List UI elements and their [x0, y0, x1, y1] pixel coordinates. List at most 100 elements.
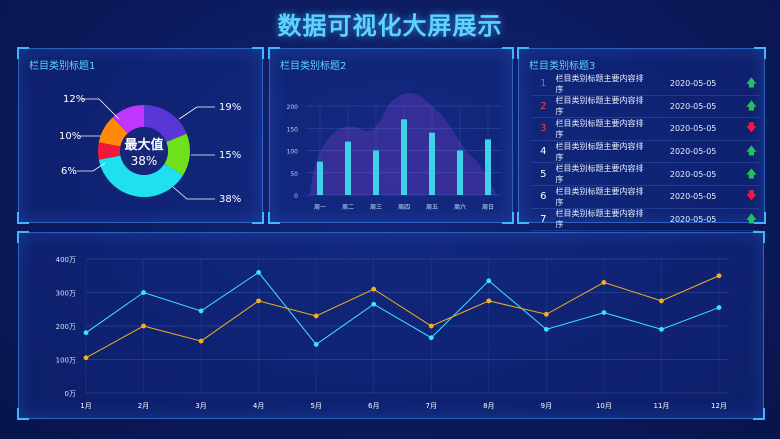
line-point — [83, 355, 89, 361]
list-item-date: 2020-05-05 — [669, 169, 717, 179]
donut-hole — [120, 127, 168, 175]
line-xtick-label: 4月 — [253, 402, 264, 410]
bar — [485, 139, 491, 195]
list-item-title: 栏目类别标题主要内容排序 — [555, 141, 644, 162]
donut-segment — [144, 105, 187, 143]
line-point — [371, 286, 377, 292]
line-xtick-label: 6月 — [368, 402, 379, 410]
line-point — [601, 280, 607, 285]
list-item[interactable]: 5 栏目类别标题主要内容排序 2020-05-05 🡅 — [531, 163, 759, 186]
line-point — [198, 308, 204, 314]
line-xtick-label: 1月 — [80, 402, 91, 410]
list-item-title: 栏目类别标题主要内容排序 — [555, 209, 644, 230]
list-item-title: 栏目类别标题主要内容排序 — [555, 118, 644, 139]
list-item[interactable]: 4 栏目类别标题主要内容排序 2020-05-05 🡅 — [531, 141, 759, 164]
list-item[interactable]: 1 栏目类别标题主要内容排序 2020-05-05 🡅 — [531, 73, 759, 96]
bar-xtick-label: 周六 — [454, 203, 466, 211]
donut-center-label: 最大值 — [124, 137, 163, 153]
line-point — [601, 310, 607, 315]
list-item-date: 2020-05-05 — [669, 124, 717, 134]
line-point — [256, 298, 262, 304]
line-point — [256, 270, 262, 275]
panel-donut: 栏目类别标题1 最大值 38% 12% 19% 10% 15% 6% 38% — [17, 47, 264, 224]
list-item-date: 2020-05-05 — [669, 147, 717, 157]
line-series — [85, 275, 720, 359]
line-point — [486, 298, 492, 304]
list-item-rank: 4 — [540, 146, 547, 158]
bar-xtick-label: 周一 — [314, 204, 326, 211]
arrow-up-icon: 🡅 — [745, 98, 758, 112]
donut-label: 38% — [219, 194, 241, 205]
list-item-rank: 2 — [540, 100, 547, 112]
list-item[interactable]: 7 栏目类别标题主要内容排序 2020-05-05 🡅 — [531, 209, 759, 232]
donut-label: 19% — [219, 102, 241, 113]
line-chart: 0万 100万 200万 300万 400万 1月 2月 3月 4月 5月 6月 7月 8月 9月 10月 1… — [56, 256, 729, 410]
list-item-rank: 7 — [540, 213, 547, 225]
line-ytick-label: 200万 — [56, 323, 76, 331]
line-point — [428, 323, 434, 329]
line-point — [543, 326, 549, 332]
line-point — [141, 290, 146, 295]
bar-ytick-label: 150 — [287, 126, 299, 133]
bar-xtick-label: 周二 — [342, 204, 354, 211]
donut-label: 10% — [59, 131, 81, 142]
bar-ytick-label: 100 — [287, 149, 299, 156]
line-xtick-label: 7月 — [426, 402, 437, 410]
line-point — [313, 313, 319, 319]
line-point — [659, 326, 664, 332]
list-item-title: 栏目类别标题主要内容排序 — [555, 96, 644, 117]
bar-xtick-label: 周五 — [426, 204, 438, 211]
donut-leader-line — [81, 98, 120, 120]
donut-segment — [112, 105, 144, 134]
donut-label: 12% — [63, 94, 85, 105]
line-point — [198, 338, 204, 344]
list-item-date: 2020-05-05 — [669, 214, 717, 224]
list-item[interactable]: 3 栏目类别标题主要内容排序 2020-05-05 🡇 — [531, 118, 759, 141]
donut-leader-line — [172, 186, 215, 200]
list-item-rank: 6 — [540, 191, 547, 203]
donut-label: 15% — [219, 150, 241, 161]
bar — [317, 161, 323, 195]
arrow-up-icon: 🡅 — [745, 211, 758, 225]
bar — [373, 150, 379, 195]
list-item[interactable]: 6 栏目类别标题主要内容排序 2020-05-05 🡇 — [531, 186, 759, 209]
line-ytick-label: 300万 — [56, 290, 76, 298]
donut-center-value: 38% — [131, 154, 158, 168]
bar — [401, 119, 407, 195]
panel-list: 栏目类别标题3 1 栏目类别标题主要内容排序 2020-05-05 🡅 2 栏目类别标题主… — [517, 47, 766, 232]
bar — [345, 141, 351, 195]
donut-segment — [98, 155, 184, 198]
bar — [429, 132, 435, 195]
line-xtick-label: 5月 — [310, 402, 321, 410]
line-point — [543, 311, 549, 317]
donut-leader-line — [77, 162, 106, 172]
list-item-title: 栏目类别标题主要内容排序 — [555, 73, 644, 94]
bar — [457, 150, 463, 195]
line-xtick-label: 3月 — [195, 402, 206, 410]
line-point — [716, 305, 722, 310]
list-item-date: 2020-05-05 — [669, 192, 717, 202]
panel-bar-title: 栏目类别标题2 — [280, 61, 347, 72]
list-item-date: 2020-05-05 — [669, 79, 717, 89]
arrow-down-icon: 🡇 — [745, 121, 758, 135]
line-point — [716, 273, 722, 279]
line-point — [486, 278, 492, 284]
panel-list-title: 栏目类别标题3 — [529, 61, 596, 72]
line-xtick-label: 8月 — [483, 402, 494, 410]
line-xtick-label: 11月 — [653, 402, 669, 410]
line-ytick-label: 100万 — [56, 357, 76, 365]
line-xtick-label: 12月 — [711, 402, 727, 410]
line-series — [85, 271, 720, 346]
line-point — [659, 298, 664, 304]
donut-leader-line — [178, 106, 215, 120]
list-item-title: 栏目类别标题主要内容排序 — [555, 186, 644, 207]
list-item[interactable]: 2 栏目类别标题主要内容排序 2020-05-05 🡅 — [531, 96, 759, 119]
bar-xtick-label: 周三 — [370, 204, 382, 211]
bar-ytick-label: 50 — [290, 171, 298, 178]
line-point — [371, 301, 377, 307]
panel-bar: 栏目类别标题2 0 50 100 150 200 周一 周二 周三 周四 周五 周六 周日 — [268, 47, 514, 224]
bar-chart: 0 50 100 150 200 周一 周二 周三 周四 周五 周六 周日 — [287, 92, 502, 211]
donut-label: 6% — [61, 166, 77, 177]
